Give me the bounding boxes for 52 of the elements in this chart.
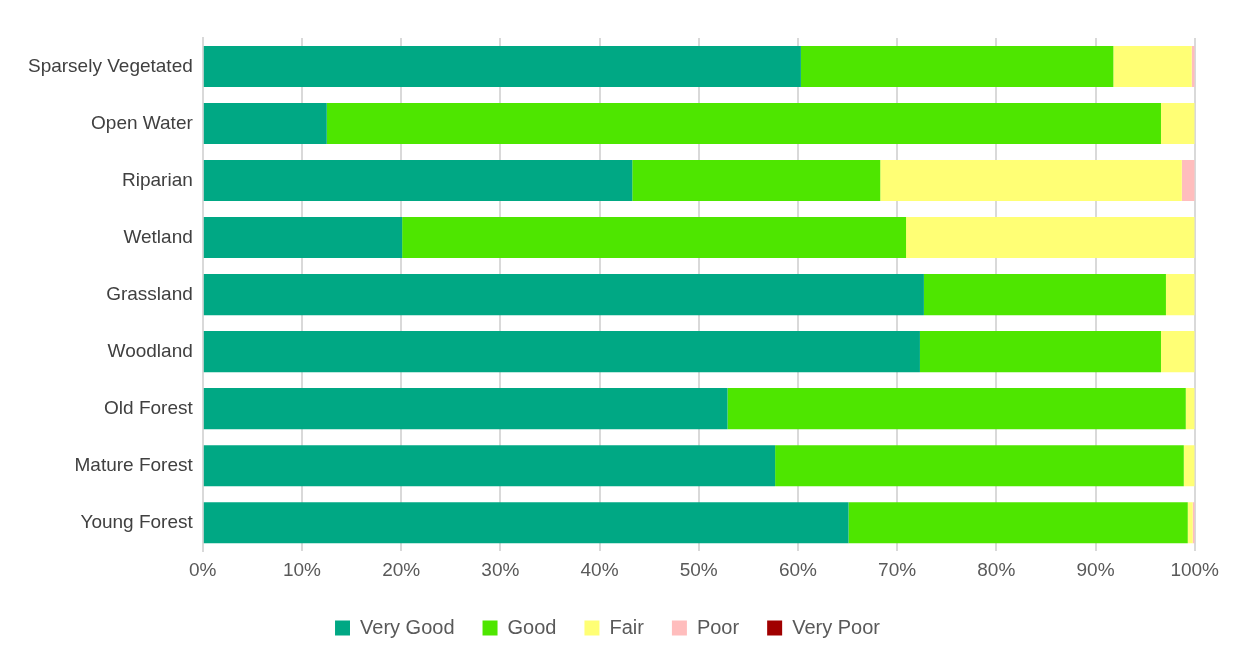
bar xyxy=(848,502,1188,544)
bar xyxy=(919,331,1161,373)
x-tick-label: 10% xyxy=(282,558,322,580)
legend-label: Very Good xyxy=(360,615,455,638)
x-tick-label: 80% xyxy=(977,558,1016,580)
bar xyxy=(203,445,776,487)
x-tick-label: 30% xyxy=(481,558,520,580)
legend-label: Good xyxy=(507,615,557,638)
bar xyxy=(906,217,1195,259)
x-tick-label: 20% xyxy=(382,558,421,580)
bar xyxy=(203,103,327,145)
y-tick-label: Riparian xyxy=(122,168,193,190)
y-tick-label: Old Forest xyxy=(104,396,194,418)
y-tick-label: Woodland xyxy=(107,339,193,361)
bar xyxy=(1160,331,1195,373)
x-tick-label: 70% xyxy=(878,558,917,580)
legend-label: Poor xyxy=(696,615,740,638)
y-tick-label: Sparsely Vegetated xyxy=(27,54,193,76)
bar xyxy=(632,160,881,202)
bar xyxy=(203,331,920,373)
bar xyxy=(203,274,924,316)
bar xyxy=(727,388,1186,430)
legend-label: Very Poor xyxy=(792,615,881,638)
x-tick-label: 60% xyxy=(778,558,818,580)
x-tick-label: 50% xyxy=(679,558,718,580)
bar xyxy=(1181,160,1195,202)
bar xyxy=(800,45,1114,88)
bar xyxy=(402,217,907,259)
bar xyxy=(326,103,1161,145)
x-tick-label: 90% xyxy=(1076,558,1115,580)
x-tick-label: 100% xyxy=(1170,558,1220,580)
bar xyxy=(203,502,849,544)
bar xyxy=(775,445,1184,487)
bar xyxy=(1165,274,1195,316)
bar xyxy=(1160,103,1195,145)
bar xyxy=(1113,45,1192,88)
legend-label: Fair xyxy=(609,615,645,638)
bar xyxy=(1183,445,1195,487)
bar xyxy=(203,388,728,430)
y-tick-label: Grassland xyxy=(106,282,193,304)
bar xyxy=(880,160,1182,202)
bar xyxy=(923,274,1166,316)
bar xyxy=(203,45,801,88)
y-tick-label: Open Water xyxy=(91,111,194,133)
bar xyxy=(1187,502,1193,544)
x-tick-label: 40% xyxy=(580,558,619,580)
y-tick-label: Mature Forest xyxy=(74,453,194,475)
y-tick-label: Wetland xyxy=(123,225,193,247)
y-tick-label: Young Forest xyxy=(80,510,194,532)
bar xyxy=(203,160,633,202)
bar xyxy=(203,217,403,259)
x-tick-label: 0% xyxy=(189,558,217,580)
